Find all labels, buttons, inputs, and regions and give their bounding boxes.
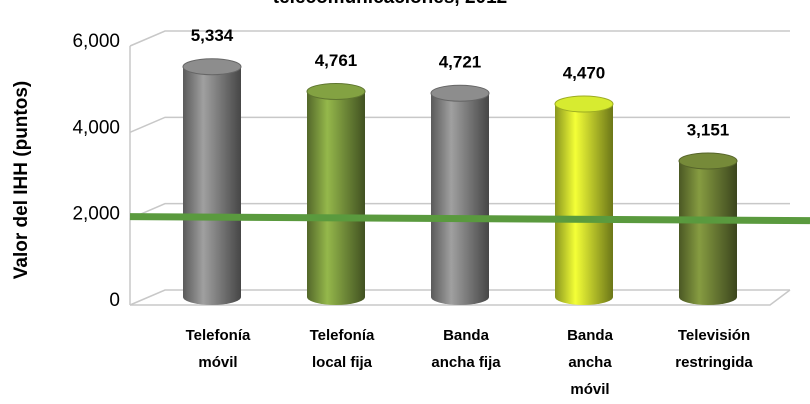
y-tick-label: 6,000 [72, 31, 120, 52]
value-label: 5,334 [191, 26, 234, 45]
bar [555, 104, 613, 305]
value-label: 4,721 [439, 53, 482, 72]
y-axis-title: Valor del IHH (puntos) [11, 81, 32, 279]
bar-top [182, 58, 242, 76]
x-tick-label: Televisión [678, 327, 750, 344]
x-tick-label: móvil [198, 354, 237, 371]
x-tick-label: Telefonía [186, 327, 251, 344]
value-label: 4,761 [315, 51, 358, 70]
value-label: 4,470 [563, 64, 606, 83]
x-tick-label: ancha [568, 354, 612, 371]
x-tick-label: Banda [567, 327, 614, 344]
y-tick-label: 0 [109, 290, 120, 311]
bar-top [554, 95, 614, 113]
x-tick-label: Banda [443, 327, 490, 344]
value-label: 3,151 [687, 120, 730, 139]
reference-line [129, 213, 810, 225]
y-tick-label: 4,000 [72, 117, 120, 138]
x-tick-label: móvil [570, 381, 609, 398]
bar-top [306, 82, 366, 100]
y-tick-label: 2,000 [72, 204, 120, 225]
bar [679, 160, 737, 305]
bar-top [430, 84, 490, 102]
bar [307, 91, 365, 306]
x-tick-label: local fija [312, 354, 373, 371]
floor-edge [130, 289, 791, 306]
bar [183, 66, 241, 306]
x-tick-label: ancha fija [431, 354, 501, 371]
x-tick-label: restringida [675, 354, 753, 371]
bar-top [678, 152, 738, 170]
x-tick-label: Telefonía [310, 327, 375, 344]
grid-line [129, 30, 790, 47]
bar [431, 93, 489, 305]
chart-title: telecomunicaciones, 2012 [273, 0, 507, 8]
